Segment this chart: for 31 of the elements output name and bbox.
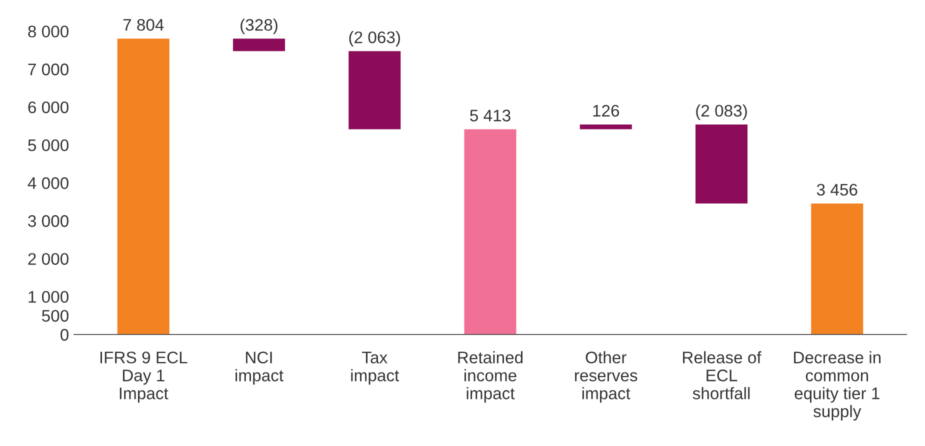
x-tick-label: Other reserves impact [575,351,638,403]
bar [117,38,170,334]
bar [695,124,748,204]
bar [232,38,286,52]
data-label: 3 456 [816,184,858,196]
x-tick-label: Release of ECL shortfall [683,351,762,400]
bar [464,129,516,334]
y-tick-label: 1 000 [28,290,68,303]
data-label: (328) [240,18,278,34]
x-tick-label: Decrease in common equity tier 1 supply [794,351,881,421]
x-tick-label: Retained income impact [458,351,523,403]
y-tick-label: 4 000 [28,177,68,190]
y-tick-label: 0 [60,328,68,341]
bar [811,203,864,334]
x-tick-label: Tax impact [351,352,400,385]
y-tick-label: 8 000 [28,26,68,38]
y-tick-label: 500 [42,310,68,322]
data-label: 5 413 [470,110,510,122]
bar [348,51,401,130]
x-tick-label: NCI impact [236,352,284,385]
data-label: 7 804 [123,19,164,31]
bar [580,124,632,130]
y-tick-label: 5 000 [28,139,68,152]
y-tick-label: 2 000 [28,253,68,265]
y-tick-label: 7 000 [28,64,68,76]
data-label: (2 083) [696,104,747,120]
data-label: 126 [593,104,620,117]
x-tick-label: IFRS 9 ECL Day 1 Impact [100,352,188,403]
y-tick-label: 6 000 [28,101,68,114]
y-tick-label: 3 000 [28,215,68,227]
data-label: (2 063) [349,31,400,47]
